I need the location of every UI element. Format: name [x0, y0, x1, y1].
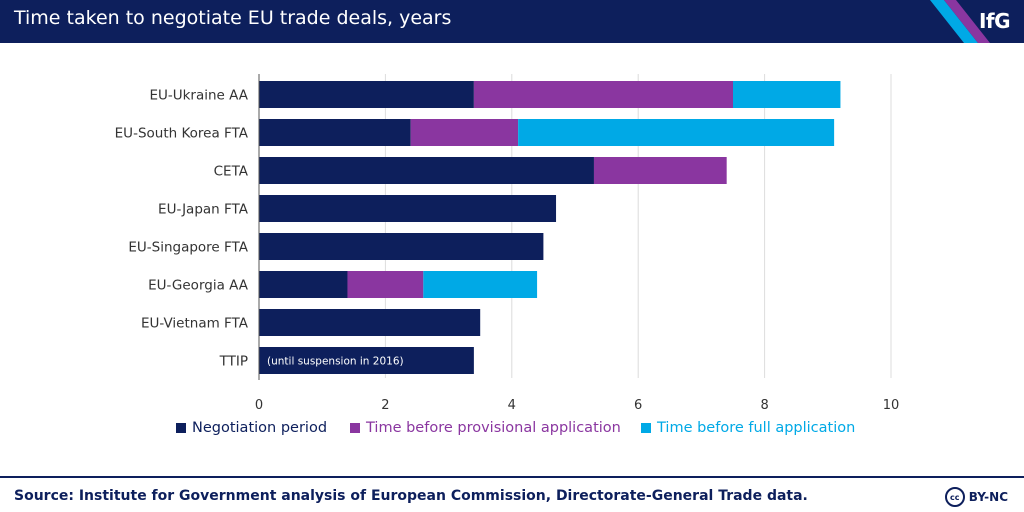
- x-tick-label: 4: [508, 398, 516, 413]
- header-bar: Time taken to negotiate EU trade deals, …: [0, 0, 1024, 43]
- chart-title: Time taken to negotiate EU trade deals, …: [14, 7, 452, 29]
- category-label: EU-Ukraine AA: [149, 88, 248, 104]
- bar-negotiation-period-eu-japan-fta: [259, 195, 557, 222]
- legend-label-negotiation: Negotiation period: [192, 420, 328, 436]
- bar-negotiation-period-eu-vietnam-fta: [259, 309, 481, 336]
- category-label: EU-South Korea FTA: [115, 126, 249, 142]
- bar-time-before-provisional-application-eu-south-korea-fta: [410, 119, 519, 146]
- bar-time-before-full-application-eu-south-korea-fta: [518, 119, 835, 146]
- legend-label-full: Time before full application: [657, 420, 856, 436]
- legend-swatch-negotiation: [176, 423, 186, 433]
- footer-divider: [0, 476, 1024, 478]
- bar-negotiation-period-eu-singapore-fta: [259, 233, 544, 260]
- bar-negotiation-period-eu-georgia-aa: [259, 271, 348, 298]
- legend-label-provisional: Time before provisional application: [366, 420, 621, 436]
- bar-annotation: (until suspension in 2016): [267, 356, 404, 368]
- bar-time-before-full-application-eu-ukraine-aa: [733, 81, 841, 108]
- bar-negotiation-period-eu-south-korea-fta: [259, 119, 411, 146]
- source-note: Source: Institute for Government analysi…: [14, 488, 808, 504]
- x-tick-label: 8: [760, 398, 768, 413]
- legend-swatch-full: [641, 423, 651, 433]
- bar-time-before-full-application-eu-georgia-aa: [423, 271, 538, 298]
- creative-commons-icon: cc: [944, 487, 965, 507]
- x-tick-label: 2: [381, 398, 389, 413]
- bar-time-before-provisional-application-eu-ukraine-aa: [473, 81, 733, 108]
- logo-stripe-icon: [930, 0, 990, 43]
- chart-legend: Negotiation period Time before provision…: [0, 420, 1024, 440]
- ifg-logo: IfG: [978, 9, 1011, 33]
- legend-swatch-provisional: [350, 423, 360, 433]
- category-label: EU-Georgia AA: [148, 278, 249, 294]
- license-text: BY-NC: [968, 490, 1008, 504]
- category-label: CETA: [214, 164, 249, 180]
- bar-negotiation-period-ttip: [259, 347, 474, 374]
- x-tick-label: 10: [883, 398, 900, 413]
- legend-item-full: Time before full application: [641, 420, 855, 436]
- category-label: EU-Vietnam FTA: [141, 316, 249, 332]
- legend-item-provisional: Time before provisional application: [350, 420, 621, 436]
- bar-chart: 0 2 4 6 8 10 EU-Ukraine AA EU-South Korea FTA CE…: [115, 74, 900, 413]
- x-tick-label: 0: [255, 398, 263, 413]
- bar-negotiation-period-eu-ukraine-aa: [259, 81, 474, 108]
- x-tick-label: 6: [634, 398, 642, 413]
- category-label: TTIP: [219, 354, 248, 370]
- category-label: EU-Singapore FTA: [128, 240, 248, 256]
- license-badge: cc BY-NC: [944, 486, 1008, 508]
- category-label: EU-Japan FTA: [158, 202, 249, 218]
- bar-negotiation-period-ceta: [259, 157, 594, 184]
- legend-item-negotiation: Negotiation period: [176, 420, 327, 436]
- bar-time-before-provisional-application-eu-georgia-aa: [347, 271, 424, 298]
- bar-time-before-provisional-application-ceta: [593, 157, 727, 184]
